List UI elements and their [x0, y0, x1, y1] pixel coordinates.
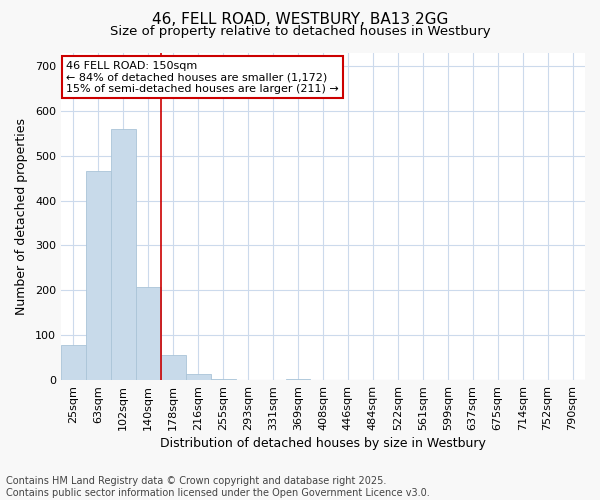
Bar	[136, 287, 161, 380]
Bar	[286, 378, 310, 380]
Text: Contains HM Land Registry data © Crown copyright and database right 2025.
Contai: Contains HM Land Registry data © Crown c…	[6, 476, 430, 498]
Bar	[211, 378, 236, 380]
Bar	[161, 356, 186, 380]
Text: 46 FELL ROAD: 150sqm
← 84% of detached houses are smaller (1,172)
15% of semi-de: 46 FELL ROAD: 150sqm ← 84% of detached h…	[66, 60, 339, 94]
Bar	[111, 129, 136, 380]
Text: Size of property relative to detached houses in Westbury: Size of property relative to detached ho…	[110, 25, 490, 38]
Y-axis label: Number of detached properties: Number of detached properties	[15, 118, 28, 315]
X-axis label: Distribution of detached houses by size in Westbury: Distribution of detached houses by size …	[160, 437, 486, 450]
Bar	[186, 374, 211, 380]
Bar	[86, 170, 111, 380]
Bar	[61, 345, 86, 380]
Text: 46, FELL ROAD, WESTBURY, BA13 2GG: 46, FELL ROAD, WESTBURY, BA13 2GG	[152, 12, 448, 28]
